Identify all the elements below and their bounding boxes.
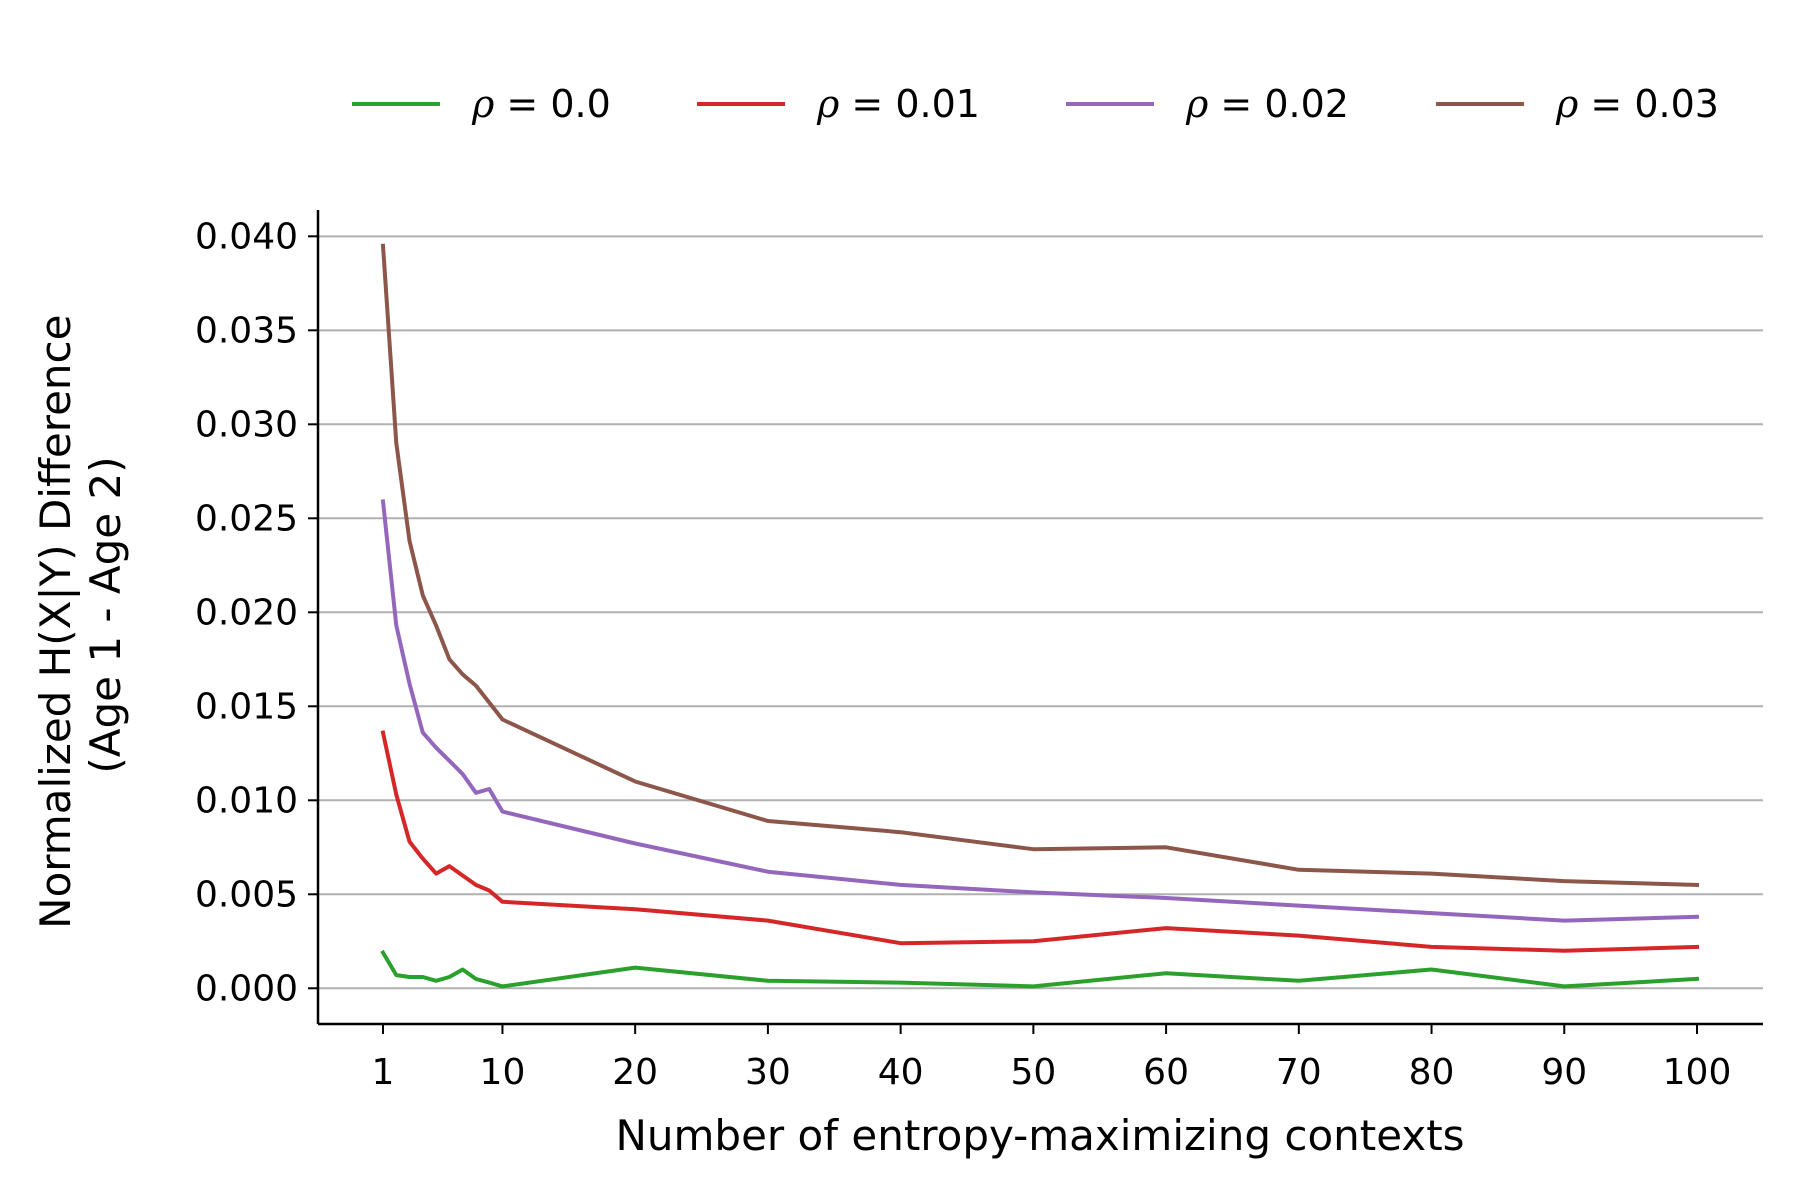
series-lines	[380, 243, 1700, 989]
x-tick-label: 90	[1541, 1052, 1587, 1093]
x-tick-label: 40	[878, 1052, 924, 1093]
y-tick-label: 0.010	[195, 780, 298, 821]
x-tick-label: 100	[1663, 1052, 1732, 1093]
x-tick-label: 80	[1409, 1052, 1455, 1093]
x-tick-label: 60	[1143, 1052, 1189, 1093]
legend-label: ρ = 0.03	[1555, 82, 1719, 126]
y-tick-label: 0.000	[195, 968, 298, 1009]
y-axis-title-line-1: Normalized H(X|Y) Difference	[31, 315, 80, 929]
x-tick-label: 1	[372, 1052, 395, 1093]
legend-label: ρ = 0.01	[816, 82, 980, 126]
x-ticks: 1 10 20 30 40 50 60 70 80 90 100	[372, 1024, 1732, 1093]
x-tick-label: 10	[480, 1052, 526, 1093]
y-tick-label: 0.015	[195, 686, 298, 727]
series-line	[380, 243, 1700, 887]
y-axis-title: Normalized H(X|Y) Difference (Age 1 - Ag…	[31, 301, 130, 929]
series-line	[380, 499, 1700, 923]
legend-label: ρ = 0.0	[471, 82, 611, 126]
y-tick-label: 0.025	[195, 498, 298, 539]
x-tick-label: 30	[745, 1052, 791, 1093]
series-line	[380, 730, 1700, 953]
axes	[316, 210, 1763, 1026]
x-tick-label: 70	[1276, 1052, 1322, 1093]
y-tick-label: 0.035	[195, 310, 298, 351]
x-tick-label: 50	[1010, 1052, 1056, 1093]
y-tick-label: 0.040	[195, 216, 298, 257]
x-tick-label: 20	[612, 1052, 658, 1093]
y-tick-label: 0.030	[195, 404, 298, 445]
series-line	[380, 949, 1700, 989]
x-axis-title: Number of entropy-maximizing contexts	[615, 1111, 1464, 1160]
y-ticks: 0.000 0.005 0.010 0.015 0.020 0.025 0.030 0.035…	[195, 216, 318, 1009]
y-tick-label: 0.005	[195, 874, 298, 915]
y-axis-title-line-2: (Age 1 - Age 2)	[81, 456, 130, 773]
grid-lines	[318, 235, 1763, 990]
y-tick-label: 0.020	[195, 592, 298, 633]
legend-label: ρ = 0.02	[1185, 82, 1349, 126]
legend: ρ = 0.0 ρ = 0.01 ρ = 0.02 ρ = 0.03	[352, 82, 1719, 126]
